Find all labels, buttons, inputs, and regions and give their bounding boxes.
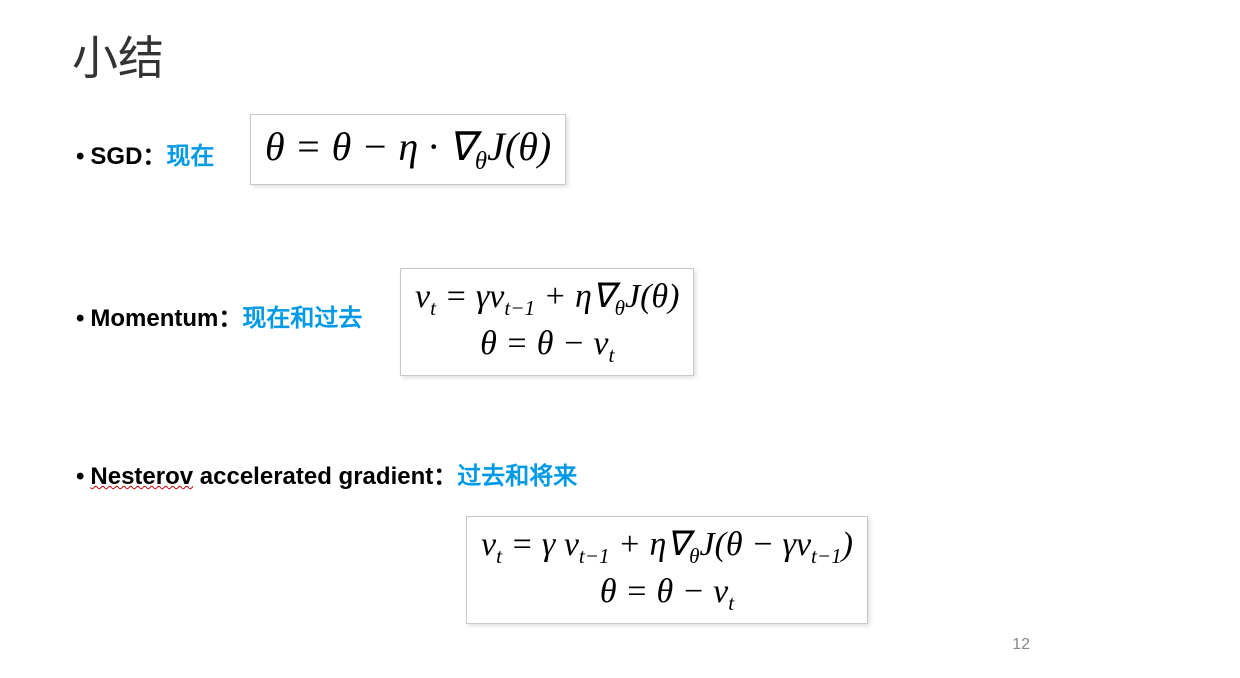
label-momentum: Momentum：: [90, 302, 242, 336]
formula-nesterov-box: vt = γ vt−1 + η∇θJ(θ − γvt−1) θ = θ − vt: [466, 516, 868, 624]
bullet-momentum: • Momentum： 现在和过去: [0, 302, 362, 336]
page-number: 12: [1012, 636, 1030, 654]
formula-sgd: θ = θ − η · ∇θJ(θ): [265, 121, 551, 178]
label-nesterov: Nesterov accelerated gradient：: [90, 460, 457, 494]
formula-nesterov-1: vt = γ vt−1 + η∇θJ(θ − γvt−1): [481, 523, 853, 570]
highlight-momentum: 现在和过去: [242, 302, 362, 336]
label-sgd: SGD：: [90, 140, 166, 174]
highlight-nesterov: 过去和将来: [457, 460, 577, 494]
formula-nesterov-2: θ = θ − vt: [481, 570, 853, 617]
bullet-dot: •: [76, 302, 84, 336]
bullet-dot: •: [76, 140, 84, 174]
formula-sgd-box: θ = θ − η · ∇θJ(θ): [250, 114, 566, 185]
bullet-sgd: • SGD： 现在: [0, 140, 214, 174]
formula-momentum-2: θ = θ − vt: [415, 322, 679, 369]
slide-title: 小结: [0, 0, 1240, 88]
highlight-sgd: 现在: [166, 140, 214, 174]
formula-momentum-box: vt = γvt−1 + η∇θJ(θ) θ = θ − vt: [400, 268, 694, 376]
bullet-nesterov: • Nesterov accelerated gradient： 过去和将来: [0, 460, 577, 494]
bullet-dot: •: [76, 460, 84, 494]
formula-momentum-1: vt = γvt−1 + η∇θJ(θ): [415, 275, 679, 322]
wavy-nesterov: Nesterov: [90, 463, 193, 490]
